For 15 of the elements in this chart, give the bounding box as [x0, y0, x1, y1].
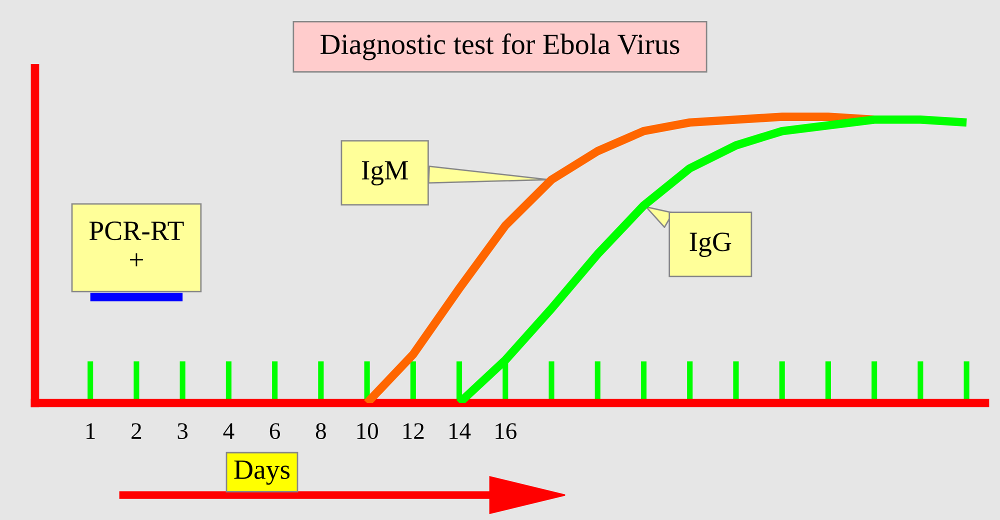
x-axis-title: Days	[234, 460, 290, 485]
x-tick-label: 10	[357, 423, 378, 440]
x-tick-label: 14	[450, 423, 471, 439]
x-tick-label: 12	[403, 423, 424, 439]
series-label: PCR-RT +	[89, 222, 184, 266]
x-tick-label: 1	[86, 423, 95, 439]
x-tick-label: 4	[223, 423, 234, 439]
x-tick-label: 3	[178, 423, 188, 440]
chart-title: Diagnostic test for Ebola Virus	[320, 33, 680, 60]
series-label: IgG	[690, 232, 732, 257]
x-tick-label: 6	[270, 423, 280, 440]
x-tick-label: 2	[132, 423, 142, 439]
x-tick-label: 16	[496, 423, 516, 440]
x-tick-label: 8	[316, 423, 326, 440]
text: IgM	[362, 161, 408, 186]
